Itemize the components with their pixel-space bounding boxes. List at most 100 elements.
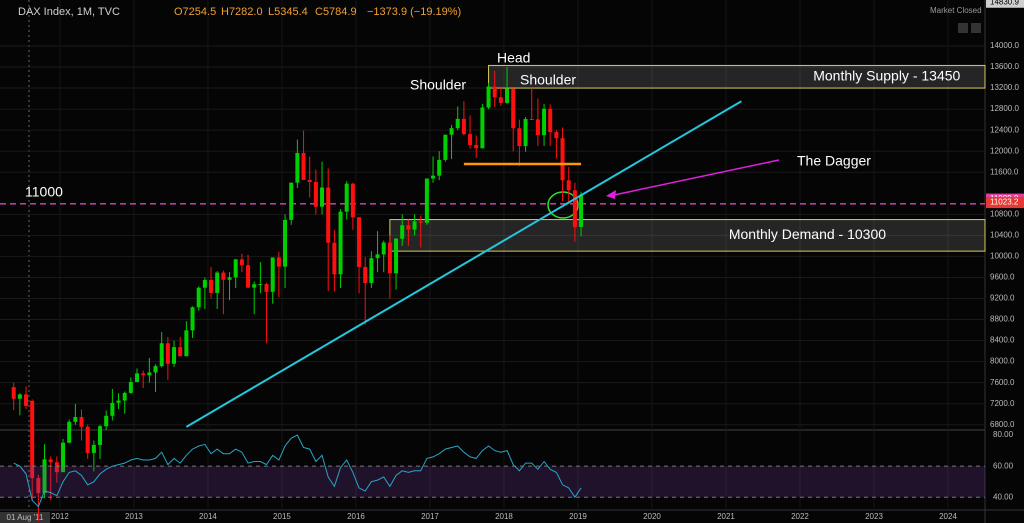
price-label-box [986,0,1024,8]
candle-body [190,307,195,331]
candle-body [474,144,479,149]
x-tick-label: 2019 [569,512,587,521]
candle-body [498,97,503,103]
candle-body [486,86,491,108]
x-tick-label: 2024 [939,512,957,521]
candle-body [91,444,96,453]
candle-body [42,459,47,494]
candle-body [122,392,127,401]
y-tick-label: 10400.0 [990,230,1019,239]
candle-body [104,415,109,427]
candle-body [307,179,312,183]
candle-body [369,258,374,283]
candle-body [535,119,540,136]
candle-body [36,478,41,494]
y-tick-label: 7200.0 [990,399,1015,408]
price-label-box [986,197,1024,209]
candle-body [375,254,380,259]
candle-body [412,221,417,230]
candle-body [431,175,436,179]
candle-body [196,287,201,308]
price-label: 14830.9 [990,0,1019,6]
zone-label: Monthly Demand - 10300 [729,226,886,242]
candle-body [320,187,325,207]
cursor-box [0,512,50,523]
x-tick-label: 2013 [125,512,143,521]
symbol-title: DAX Index, 1M, TVC [18,6,120,18]
candle-body [153,366,158,373]
candle-body [400,225,405,239]
candle-body [48,459,53,463]
zone-label: Monthly Supply - 13450 [813,67,960,83]
zone [389,219,986,252]
candle-body [110,402,115,416]
candle-body [165,343,170,364]
candle-body [295,152,300,183]
candle-body [566,180,571,191]
candle-body [215,272,220,293]
candle-body [548,108,553,133]
market-status: Market Closed [930,6,982,15]
candle-body [202,279,207,288]
candle-body [128,382,133,393]
candle-body [79,417,84,427]
candle-body [147,372,152,376]
candle-body [344,183,349,212]
y-tick-label: 14000.0 [990,41,1019,50]
ohlc-open: O7254.5 [174,6,216,18]
trendline [185,100,742,428]
x-tick-label: 2020 [643,512,661,521]
ohlc-low: L5345.4 [268,6,308,18]
candle-body [406,225,411,230]
candle-body [246,265,251,288]
candle-body [523,118,528,147]
candle-body [357,217,362,268]
shoulder-label: Shoulder [410,77,466,93]
candle-body [394,238,399,274]
rsi-band [0,466,985,498]
y-tick-label: 7600.0 [990,378,1015,387]
ohlc-close: C5784.9 [315,6,357,18]
y-tick-label: 9200.0 [990,294,1015,303]
candle-body [468,134,473,145]
candle-body [492,86,497,98]
y-tick-label: 10800.0 [990,209,1019,218]
candle-body [461,118,466,135]
rsi-line [13,434,582,508]
candle-body [301,152,306,180]
candle-body [85,426,90,453]
candle-body [455,118,460,129]
settings-button[interactable] [958,23,968,33]
candle-body [141,373,146,376]
cursor-label: 01 Aug '11 [7,513,45,522]
candle-body [332,242,337,275]
candle-body [554,132,559,139]
candle-body [338,211,343,275]
candle-body [381,242,386,255]
y-tick-label: 9600.0 [990,273,1015,282]
y-tick-label: 10000.0 [990,252,1019,261]
y-tick-label: 11600.0 [990,167,1019,176]
rsi-tick-label: 60.00 [993,461,1014,470]
x-tick-label: 2017 [421,512,439,521]
candle-body [418,221,423,223]
candle-body [184,330,189,357]
y-tick-label: 12800.0 [990,104,1019,113]
candle-body [511,88,516,129]
y-tick-label: 13600.0 [990,62,1019,71]
candle-body [264,284,269,292]
candle-body [209,279,214,293]
dagger-label: The Dagger [797,153,871,169]
maximize-button[interactable] [971,23,981,33]
candle-body [227,277,232,280]
candle-body [116,400,121,403]
y-tick-label: 8000.0 [990,357,1015,366]
x-tick-label: 2014 [199,512,217,521]
candle-body [313,182,318,207]
candle-body [437,159,442,176]
y-tick-label: 8800.0 [990,315,1015,324]
candle-body [11,387,16,399]
candle-body [517,128,522,147]
candle-body [73,417,78,422]
